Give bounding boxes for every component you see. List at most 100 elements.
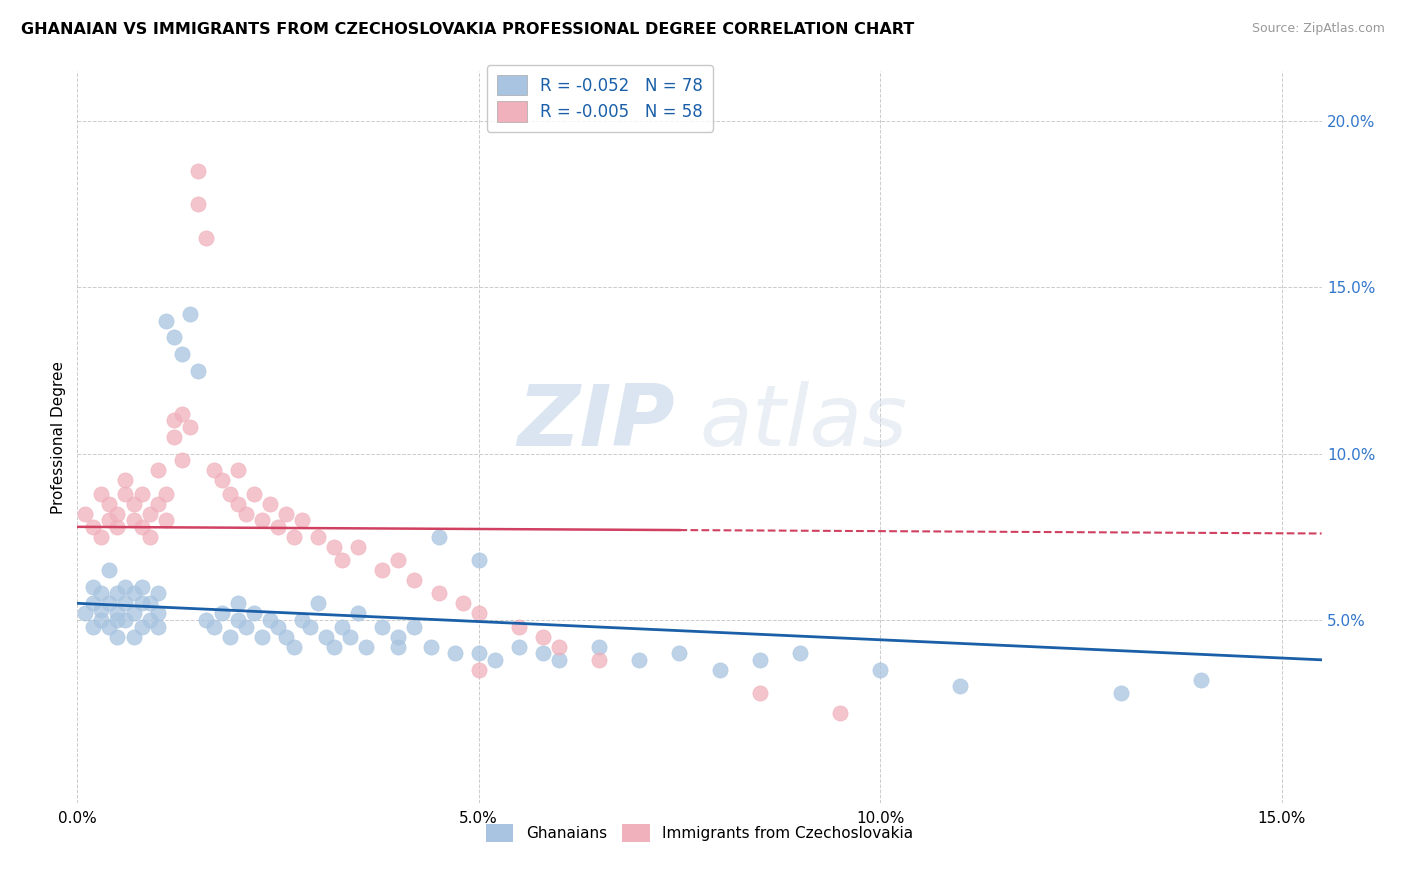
Point: [107, 607, 129, 621]
Point: [114, 580, 136, 594]
Point: [531, 630, 554, 644]
Point: [828, 706, 851, 720]
Point: [146, 497, 169, 511]
Point: [235, 507, 257, 521]
Point: [122, 630, 145, 644]
Point: [484, 653, 506, 667]
Point: [250, 630, 273, 644]
Point: [170, 407, 193, 421]
Point: [283, 640, 305, 654]
Point: [211, 473, 233, 487]
Point: [163, 413, 186, 427]
Text: GHANAIAN VS IMMIGRANTS FROM CZECHOSLOVAKIA PROFESSIONAL DEGREE CORRELATION CHART: GHANAIAN VS IMMIGRANTS FROM CZECHOSLOVAK…: [21, 22, 914, 37]
Point: [146, 463, 169, 477]
Point: [291, 513, 314, 527]
Point: [467, 553, 489, 567]
Point: [218, 486, 240, 500]
Point: [323, 640, 346, 654]
Point: [146, 586, 169, 600]
Point: [508, 619, 530, 633]
Point: [138, 596, 160, 610]
Point: [131, 486, 153, 500]
Point: [179, 307, 201, 321]
Point: [307, 530, 329, 544]
Point: [628, 653, 651, 667]
Point: [170, 453, 193, 467]
Point: [194, 613, 217, 627]
Point: [218, 630, 240, 644]
Point: [387, 553, 409, 567]
Point: [323, 540, 346, 554]
Point: [548, 640, 571, 654]
Point: [283, 530, 305, 544]
Point: [98, 497, 121, 511]
Point: [146, 607, 169, 621]
Text: ZIP: ZIP: [517, 381, 675, 464]
Point: [194, 230, 217, 244]
Point: [371, 619, 394, 633]
Point: [427, 586, 450, 600]
Point: [869, 663, 891, 677]
Point: [90, 603, 112, 617]
Point: [404, 573, 426, 587]
Point: [202, 463, 225, 477]
Point: [709, 663, 731, 677]
Point: [131, 596, 153, 610]
Point: [122, 497, 145, 511]
Point: [789, 646, 811, 660]
Point: [98, 619, 121, 633]
Point: [588, 640, 610, 654]
Point: [299, 619, 322, 633]
Point: [114, 596, 136, 610]
Point: [122, 513, 145, 527]
Point: [114, 473, 136, 487]
Point: [748, 653, 770, 667]
Point: [404, 619, 426, 633]
Point: [387, 630, 409, 644]
Text: Source: ZipAtlas.com: Source: ZipAtlas.com: [1251, 22, 1385, 36]
Point: [748, 686, 770, 700]
Point: [347, 540, 370, 554]
Point: [98, 513, 121, 527]
Point: [307, 596, 329, 610]
Point: [138, 530, 160, 544]
Point: [187, 197, 209, 211]
Point: [131, 520, 153, 534]
Point: [202, 619, 225, 633]
Point: [467, 646, 489, 660]
Point: [75, 607, 97, 621]
Point: [226, 613, 249, 627]
Point: [427, 530, 450, 544]
Point: [90, 613, 112, 627]
Point: [250, 513, 273, 527]
Point: [330, 619, 353, 633]
Point: [155, 513, 177, 527]
Point: [90, 486, 112, 500]
Point: [226, 596, 249, 610]
Point: [98, 596, 121, 610]
Point: [668, 646, 690, 660]
Point: [107, 586, 129, 600]
Point: [356, 640, 378, 654]
Point: [114, 486, 136, 500]
Point: [467, 663, 489, 677]
Point: [1109, 686, 1132, 700]
Point: [138, 507, 160, 521]
Y-axis label: Professional Degree: Professional Degree: [51, 360, 66, 514]
Point: [588, 653, 610, 667]
Point: [163, 330, 186, 344]
Point: [259, 613, 281, 627]
Point: [371, 563, 394, 577]
Point: [187, 363, 209, 377]
Point: [90, 586, 112, 600]
Point: [98, 563, 121, 577]
Point: [467, 607, 489, 621]
Point: [131, 580, 153, 594]
Point: [107, 613, 129, 627]
Point: [114, 613, 136, 627]
Point: [243, 607, 266, 621]
Point: [531, 646, 554, 660]
Point: [330, 553, 353, 567]
Point: [170, 347, 193, 361]
Point: [387, 640, 409, 654]
